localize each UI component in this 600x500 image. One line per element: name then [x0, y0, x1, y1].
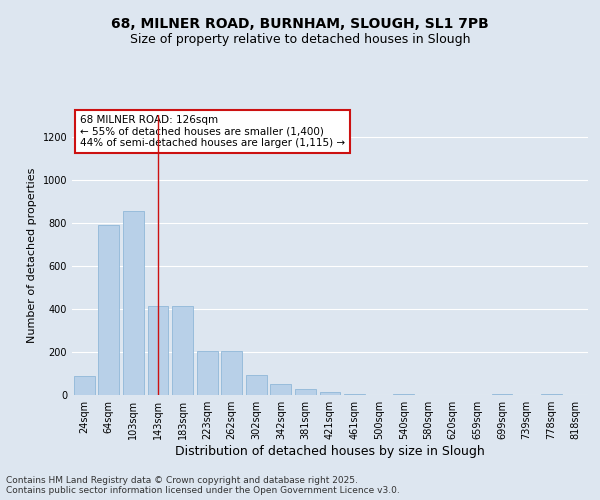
X-axis label: Distribution of detached houses by size in Slough: Distribution of detached houses by size … — [175, 445, 485, 458]
Bar — [541, 394, 562, 395]
Bar — [148, 306, 169, 395]
Bar — [320, 392, 340, 395]
Bar — [246, 374, 267, 395]
Y-axis label: Number of detached properties: Number of detached properties — [27, 168, 37, 342]
Text: Contains HM Land Registry data © Crown copyright and database right 2025.
Contai: Contains HM Land Registry data © Crown c… — [6, 476, 400, 495]
Bar — [344, 394, 365, 395]
Text: 68 MILNER ROAD: 126sqm
← 55% of detached houses are smaller (1,400)
44% of semi-: 68 MILNER ROAD: 126sqm ← 55% of detached… — [80, 115, 345, 148]
Bar — [393, 394, 414, 395]
Bar — [98, 225, 119, 395]
Text: 68, MILNER ROAD, BURNHAM, SLOUGH, SL1 7PB: 68, MILNER ROAD, BURNHAM, SLOUGH, SL1 7P… — [111, 18, 489, 32]
Bar — [172, 306, 193, 395]
Bar — [123, 211, 144, 395]
Bar — [491, 394, 512, 395]
Bar — [74, 376, 95, 395]
Bar — [271, 384, 292, 395]
Bar — [197, 351, 218, 395]
Text: Size of property relative to detached houses in Slough: Size of property relative to detached ho… — [130, 32, 470, 46]
Bar — [221, 351, 242, 395]
Bar — [295, 388, 316, 395]
